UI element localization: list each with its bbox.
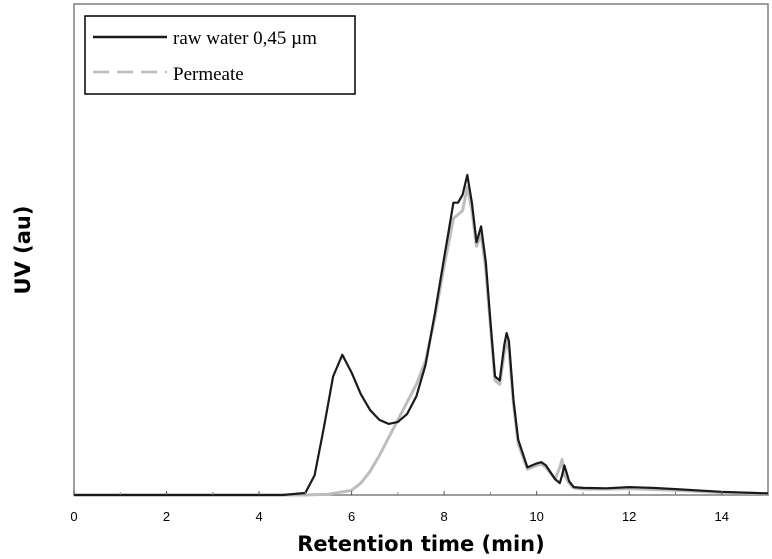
x-tick-label: 0 <box>70 509 77 524</box>
x-tick-label: 10 <box>529 509 543 524</box>
legend: raw water 0,45 µm Permeate <box>84 15 356 95</box>
series-line-raw-water <box>74 173 769 497</box>
x-tick-label: 6 <box>348 509 355 524</box>
series-layer <box>74 173 769 497</box>
y-axis-title: UV (au) <box>11 206 35 295</box>
x-tick-label: 4 <box>255 509 262 524</box>
legend-label-raw-water: raw water 0,45 µm <box>173 28 317 49</box>
x-axis-title: Retention time (min) <box>297 532 544 556</box>
legend-box <box>84 15 356 95</box>
x-tick-label: 14 <box>714 509 728 524</box>
legend-label-permeate: Permeate <box>173 64 244 85</box>
x-tick-label: 2 <box>163 509 170 524</box>
x-tick-label: 12 <box>622 509 636 524</box>
x-tick-label: 8 <box>441 509 448 524</box>
x-axis: 0 2 4 6 8 10 12 14 <box>70 491 729 524</box>
